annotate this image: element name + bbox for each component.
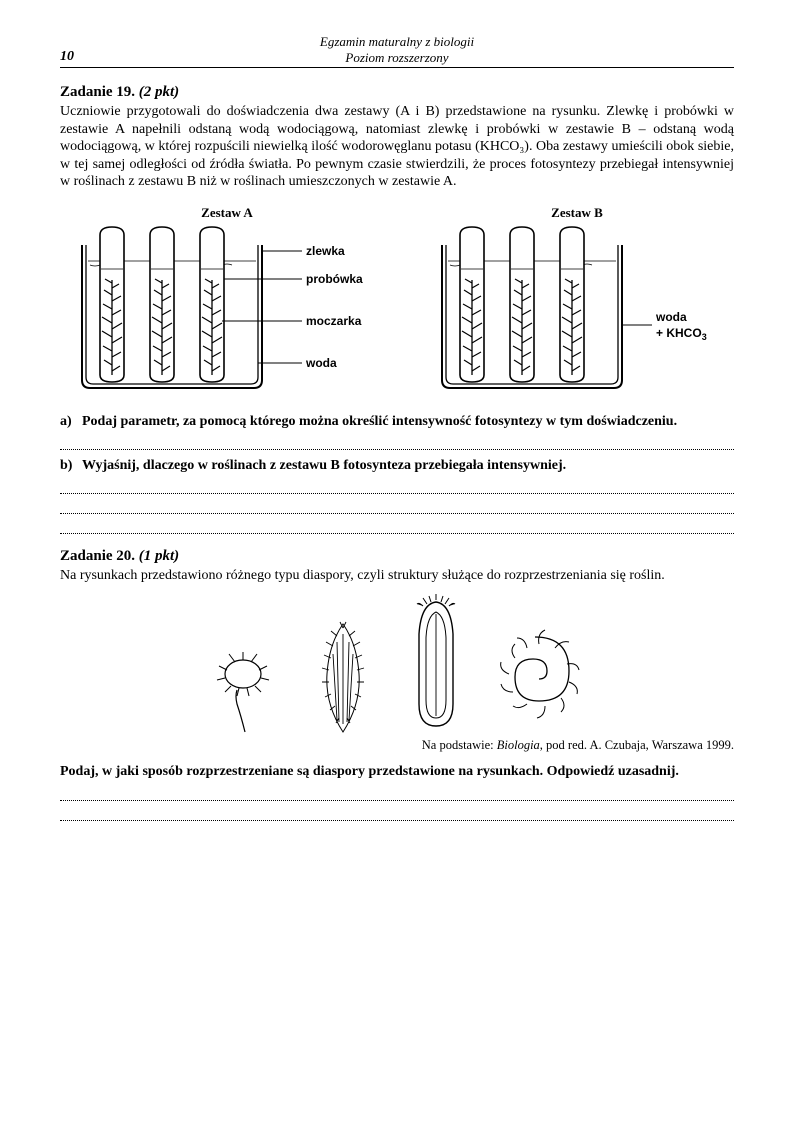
page-number: 10 (60, 49, 100, 65)
answer-line (60, 482, 734, 494)
set-b-container: Zestaw B (432, 205, 722, 400)
source-italic: Biologia (497, 738, 540, 752)
answer-line (60, 502, 734, 514)
lbl-woda: woda (305, 356, 337, 370)
answer-line (60, 809, 734, 821)
task20-figures (60, 594, 734, 734)
lbl-woda-khco3-sub: 3 (702, 332, 707, 342)
task20-heading: Zadanie 20. (1 pkt) (60, 548, 734, 565)
task19-number: Zadanie 19. (60, 84, 135, 100)
task19-qb: b) Wyjaśnij, dlaczego w roślinach z zest… (60, 458, 734, 474)
header-row: 10 Egzamin maturalny z biologii Poziom r… (60, 34, 734, 65)
task20-paragraph: Na rysunkach przedstawiono różnego typu … (60, 567, 734, 585)
task19-diagram: Zestaw A (60, 205, 734, 400)
header-title: Egzamin maturalny z biologii Poziom rozs… (100, 34, 694, 65)
task19-heading: Zadanie 19. (2 pkt) (60, 84, 734, 101)
task19-qa-letter: a) (60, 414, 82, 430)
exam-page: 10 Egzamin maturalny z biologii Poziom r… (0, 0, 794, 1123)
task19-qb-letter: b) (60, 458, 82, 474)
set-b-label: Zestaw B (432, 205, 722, 221)
task20-question: Podaj, w jaki sposób rozprzestrzeniane s… (60, 763, 734, 781)
task19-qa-text: Podaj parametr, za pomocą którego można … (82, 414, 734, 430)
svg-text:+ KHCO3: + KHCO3 (656, 326, 707, 342)
diaspore-3-icon (401, 594, 471, 734)
answer-line (60, 789, 734, 801)
header-line2: Poziom rozszerzony (345, 50, 448, 65)
diaspore-1-icon (205, 624, 285, 734)
diaspore-2-icon (303, 614, 383, 734)
task20-number: Zadanie 20. (60, 548, 135, 564)
source-rest: , pod red. A. Czubaja, Warszawa 1999. (540, 738, 734, 752)
header-line1: Egzamin maturalny z biologii (320, 34, 474, 49)
answer-line (60, 438, 734, 450)
task19-qa: a) Podaj parametr, za pomocą którego moż… (60, 414, 734, 430)
lbl-woda-khco3-l1: woda (655, 310, 687, 324)
header-rule (60, 67, 734, 68)
task20-source: Na podstawie: Biologia, pod red. A. Czub… (60, 738, 734, 753)
set-b-svg: woda + KHCO3 (432, 225, 722, 395)
set-a-container: Zestaw A (72, 205, 382, 400)
task20-points: (1 pkt) (139, 548, 179, 564)
lbl-moczarka: moczarka (306, 314, 362, 328)
task19-points: (2 pkt) (139, 84, 179, 100)
lbl-probowka: probówka (306, 272, 363, 286)
lbl-woda-khco3-l2: + KHCO (656, 326, 702, 340)
answer-line (60, 522, 734, 534)
set-a-svg: zlewka probówka moczarka woda (72, 225, 382, 395)
source-prefix: Na podstawie: (422, 738, 497, 752)
task19-qb-text: Wyjaśnij, dlaczego w roślinach z zestawu… (82, 458, 734, 474)
lbl-zlewka: zlewka (306, 244, 345, 258)
task19-paragraph: Uczniowie przygotowali do doświadczenia … (60, 103, 734, 191)
diaspore-4-icon (489, 624, 589, 734)
set-a-label: Zestaw A (72, 205, 382, 221)
